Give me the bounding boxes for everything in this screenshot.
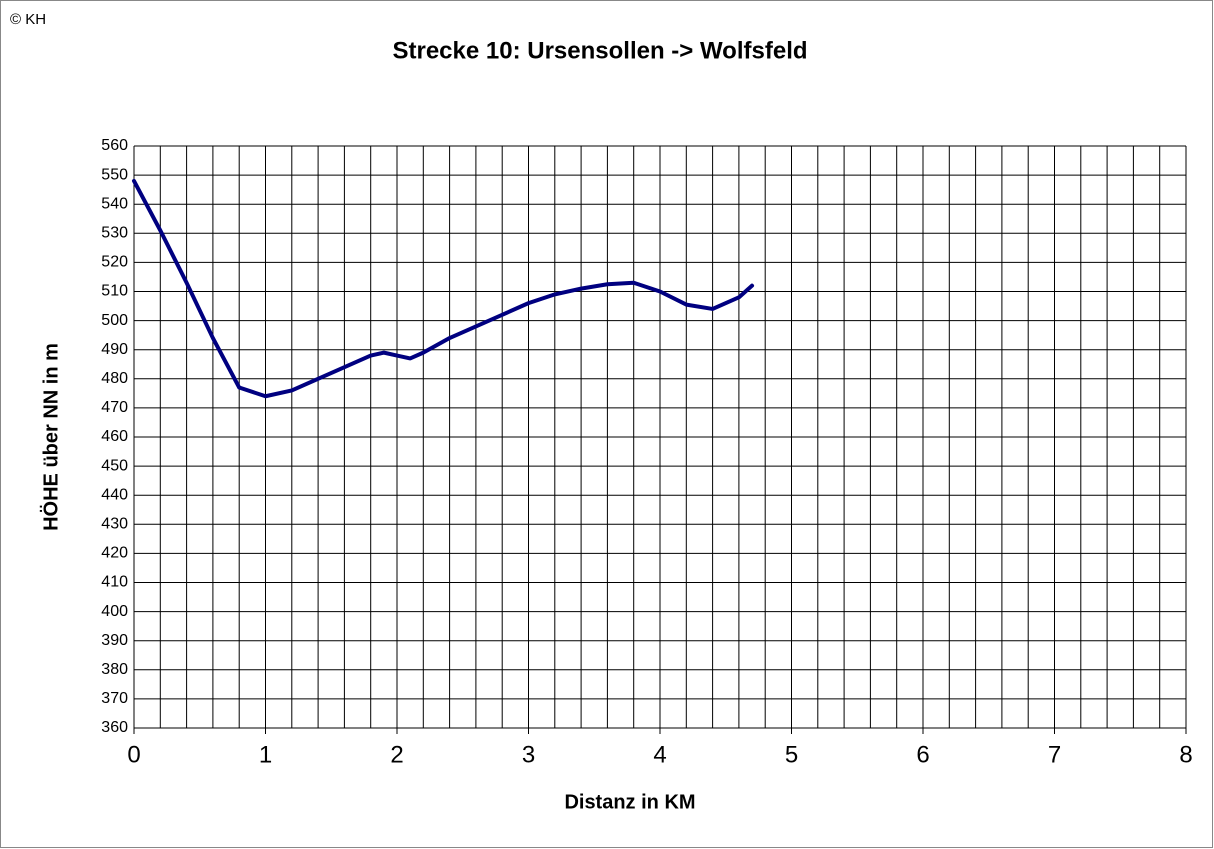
- x-tick-label: 5: [785, 741, 798, 768]
- y-tick-label: 560: [101, 137, 128, 154]
- copyright: © KH: [10, 11, 46, 28]
- y-tick-label: 530: [101, 225, 128, 242]
- y-tick-label: 460: [101, 428, 128, 445]
- chart-title: Strecke 10: Ursensollen -> Wolfsfeld: [392, 37, 807, 64]
- x-tick-label: 3: [522, 741, 535, 768]
- x-tick-label: 7: [1048, 741, 1061, 768]
- x-tick-label: 2: [390, 741, 403, 768]
- y-tick-label: 440: [101, 486, 128, 503]
- x-tick-label: 1: [259, 741, 272, 768]
- x-tick-label: 6: [916, 741, 929, 768]
- y-tick-label: 410: [101, 574, 128, 591]
- y-tick-label: 480: [101, 370, 128, 387]
- y-tick-label: 400: [101, 603, 128, 620]
- y-tick-label: 510: [101, 283, 128, 300]
- y-tick-label: 500: [101, 312, 128, 329]
- y-tick-label: 470: [101, 399, 128, 416]
- y-tick-label: 520: [101, 254, 128, 271]
- x-tick-label: 4: [653, 741, 666, 768]
- y-tick-label: 380: [101, 661, 128, 678]
- line: [132, 178, 755, 399]
- y-tick-label: 430: [101, 516, 128, 533]
- x-tick-label: 8: [1179, 741, 1192, 768]
- y-tick-label: 370: [101, 690, 128, 707]
- y-tick-label: 420: [101, 545, 128, 562]
- y-tick-label: 360: [101, 719, 128, 736]
- y-axis-label: HÖHE über NN in m: [39, 343, 62, 531]
- x-axis-label: Distanz in KM: [564, 791, 695, 813]
- y-tick-label: 390: [101, 632, 128, 649]
- x-tick-label: 0: [127, 741, 140, 768]
- y-tick-label: 550: [101, 166, 128, 183]
- y-tick-label: 490: [101, 341, 128, 358]
- y-tick-label: 540: [101, 195, 128, 212]
- y-tick-label: 450: [101, 457, 128, 474]
